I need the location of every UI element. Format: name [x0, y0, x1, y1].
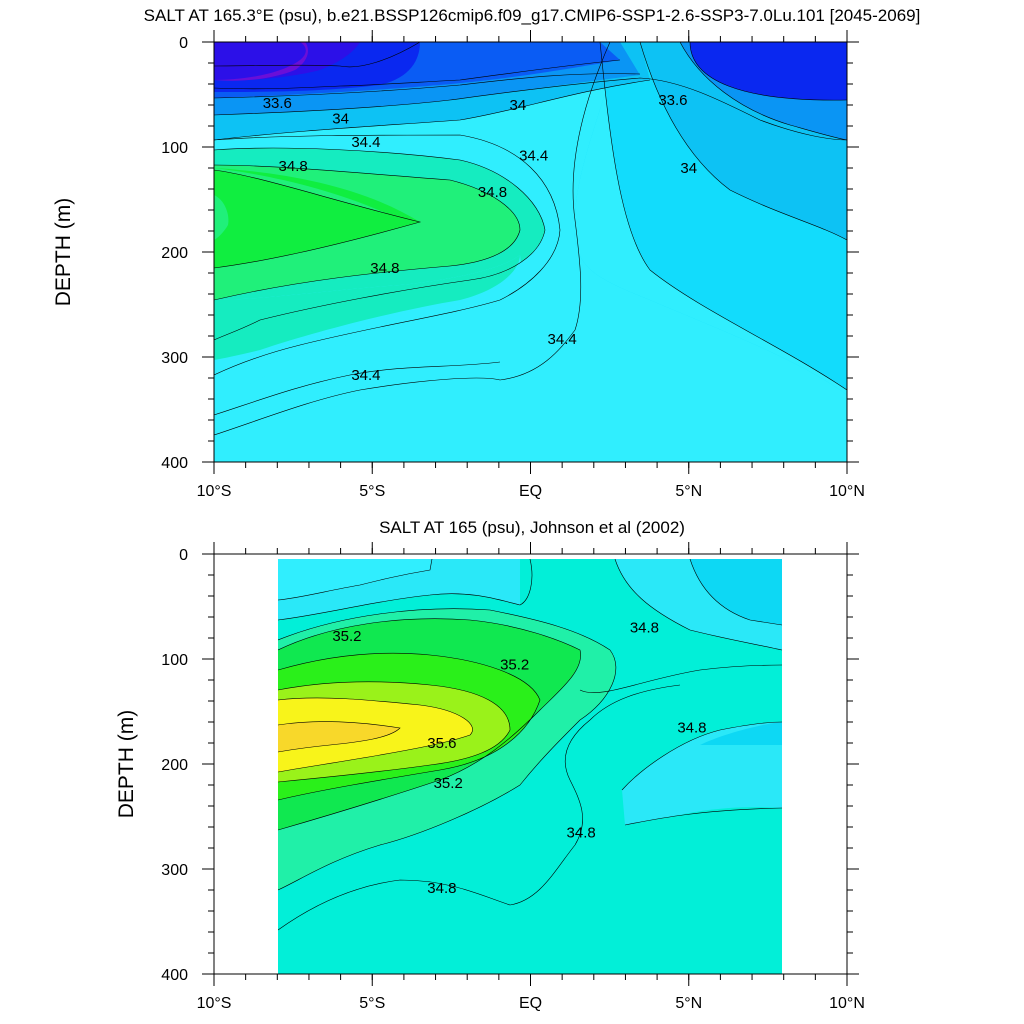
- bottom-y-axis-label: DEPTH (m): [115, 710, 138, 819]
- bottom-chart-title: SALT AT 165 (psu), Johnson et al (2002): [379, 518, 685, 537]
- y-tick-label: 0: [179, 35, 188, 52]
- contour-label-text: 34.4: [548, 331, 577, 348]
- contour-label-text: 35.2: [332, 628, 361, 645]
- y-tick-label: 0: [179, 547, 188, 564]
- contour-label-text: 34.4: [351, 367, 380, 384]
- contour-label-text: 33.6: [263, 95, 292, 112]
- bottom-contour-labels: 35.2 35.2 34.8 35.6 34.8 35.2 34.8 34.8: [332, 620, 706, 897]
- bottom-panel: SALT AT 165 (psu), Johnson et al (2002): [115, 518, 865, 1012]
- contour-label-text: 34.8: [427, 880, 456, 897]
- y-tick-label: 300: [161, 862, 188, 879]
- contour-label: 34.8: [630, 620, 659, 637]
- y-tick-label: 100: [161, 652, 188, 669]
- x-tick-label: 10°S: [197, 995, 232, 1012]
- contour-label-text: 34.8: [677, 719, 706, 736]
- y-tick-label: 100: [161, 140, 188, 157]
- x-tick-label: EQ: [519, 995, 542, 1012]
- contour-label: 33.6: [658, 92, 687, 109]
- x-tick-label: 5°S: [359, 483, 385, 500]
- contour-label-text: 34.4: [351, 134, 380, 151]
- contour-label: 34.8: [427, 880, 456, 897]
- contour-label: 33.6: [263, 95, 292, 112]
- bottom-axis-ticks: 10°S 5°S EQ 5°N 10°N 0 100 200 300 400: [161, 542, 865, 1012]
- x-tick-label: 5°S: [359, 995, 385, 1012]
- contour-label-text: 33.6: [658, 92, 687, 109]
- contour-label: 34.8: [370, 260, 399, 277]
- y-tick-label: 400: [161, 455, 188, 472]
- x-tick-label: 10°N: [829, 995, 865, 1012]
- x-tick-label: 10°N: [829, 483, 865, 500]
- contour-label-text: 34.8: [478, 184, 507, 201]
- contour-label: 34.8: [677, 719, 706, 736]
- bottom-contour-fill: [278, 559, 782, 974]
- x-tick-label: 5°N: [675, 483, 702, 500]
- top-y-axis-label: DEPTH (m): [52, 198, 75, 307]
- contour-label-text: 34: [332, 111, 349, 128]
- contour-label: 34.4: [519, 147, 548, 164]
- contour-label-text: 35.6: [427, 735, 456, 752]
- x-tick-label: 5°N: [675, 995, 702, 1012]
- contour-label-text: 34.8: [370, 260, 399, 277]
- contour-label: 35.2: [434, 775, 463, 792]
- y-tick-label: 400: [161, 967, 188, 984]
- top-panel: SALT AT 165.3°E (psu), b.e21.BSSP126cmip…: [52, 6, 920, 500]
- contour-label-text: 34.8: [567, 824, 596, 841]
- contour-label: 35.2: [500, 656, 529, 673]
- contour-label: 34.8: [279, 158, 308, 175]
- x-tick-label: EQ: [519, 483, 542, 500]
- y-tick-label: 300: [161, 350, 188, 367]
- contour-label-text: 34.8: [279, 158, 308, 175]
- top-contour-fill: [214, 42, 847, 462]
- contour-label-text: 34.8: [630, 620, 659, 637]
- contour-label-text: 34: [509, 97, 526, 114]
- x-tick-label: 10°S: [197, 483, 232, 500]
- contour-label-text: 34.4: [519, 147, 548, 164]
- contour-label: 34.4: [351, 134, 380, 151]
- y-tick-label: 200: [161, 245, 188, 262]
- contour-label-text: 34: [680, 160, 697, 177]
- top-axis-ticks: 10°S 5°S EQ 5°N 10°N 0 100 200 300 400: [161, 30, 865, 500]
- contour-label-text: 35.2: [500, 656, 529, 673]
- contour-label: 34.8: [567, 824, 596, 841]
- contour-label-text: 35.2: [434, 775, 463, 792]
- contour-label: 35.6: [427, 735, 456, 752]
- y-tick-label: 200: [161, 757, 188, 774]
- contour-label: 34: [332, 111, 349, 128]
- contour-label: 34: [509, 97, 526, 114]
- contour-label: 34.8: [478, 184, 507, 201]
- contour-label: 34: [680, 160, 697, 177]
- top-chart-title: SALT AT 165.3°E (psu), b.e21.BSSP126cmip…: [144, 6, 921, 25]
- contour-label: 34.4: [351, 367, 380, 384]
- contour-label: 35.2: [332, 628, 361, 645]
- contour-label: 34.4: [548, 331, 577, 348]
